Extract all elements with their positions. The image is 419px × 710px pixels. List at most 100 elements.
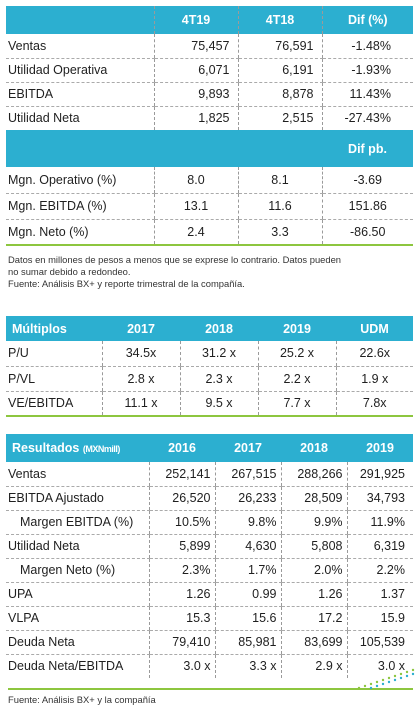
cell-4t19: 75,457	[153, 34, 238, 59]
cell-2017: 26,233	[214, 486, 281, 511]
header-2018: 2018	[180, 316, 258, 341]
cell-2017: 3.3 x	[214, 654, 281, 678]
row-label: VLPA	[6, 606, 149, 631]
table-row: Utilidad Operativa 6,071 6,191 -1.93%	[6, 58, 413, 83]
table-header-row: 4T19 4T18 Dif (%)	[6, 6, 413, 34]
cell-2017: 11.1 x	[101, 391, 180, 417]
row-label: VE/EBITDA	[6, 391, 102, 417]
header-4t18: 4T18	[237, 6, 322, 34]
header-4t19: 4T19	[153, 6, 238, 34]
cell-4t18: 3.3	[237, 219, 322, 246]
cell-4t19: 9,893	[153, 82, 238, 107]
cell-2019: 25.2 x	[257, 341, 336, 367]
annual-results-table: Resultados (MXNmill) 2016 2017 2018 2019…	[6, 434, 413, 678]
row-label: Utilidad Neta	[6, 534, 149, 559]
cell-udm: 1.9 x	[335, 366, 413, 392]
row-label: EBITDA Ajustado	[6, 486, 149, 511]
cell-4t19: 8.0	[153, 167, 238, 194]
cell-dif: -1.48%	[321, 34, 413, 59]
footer-source: Fuente: Análisis BX+ y la compañía	[8, 694, 156, 705]
cell-2017: 4,630	[214, 534, 281, 559]
table-row: Deuda Neta 79,410 85,981 83,699 105,539	[6, 630, 413, 655]
header-empty-cell	[6, 6, 154, 34]
footer-rule	[8, 688, 413, 690]
cell-2016: 10.5%	[148, 510, 215, 535]
cell-2017: 2.8 x	[101, 366, 180, 392]
cell-2016: 3.0 x	[148, 654, 215, 678]
cell-4t18: 11.6	[237, 193, 322, 220]
header-2016: 2016	[149, 434, 215, 462]
row-label: Ventas	[6, 34, 154, 59]
cell-2019: 6,319	[346, 534, 413, 559]
cell-4t19: 1,825	[153, 106, 238, 130]
row-label: Margen Neto (%)	[6, 558, 149, 583]
results-table-section: Resultados (MXNmill) 2016 2017 2018 2019…	[6, 434, 413, 678]
header-2017: 2017	[215, 434, 281, 462]
multiples-table: Múltiplos 2017 2018 2019 UDM P/U 34.5x 3…	[6, 316, 413, 417]
table-row: Mgn. Operativo (%) 8.0 8.1 -3.69	[6, 167, 413, 194]
cell-dif: -27.43%	[321, 106, 413, 130]
results-unit: (MXNmill)	[82, 444, 121, 454]
header-multiplos: Múltiplos	[6, 316, 102, 341]
subheader-empty-cell	[238, 130, 322, 167]
table-row: Utilidad Neta 1,825 2,515 -27.43%	[6, 106, 413, 130]
cell-2018: 9.9%	[280, 510, 347, 535]
cell-2017: 85,981	[214, 630, 281, 655]
cell-2018: 5,808	[280, 534, 347, 559]
header-2019: 2019	[347, 434, 413, 462]
header-resultados: Resultados (MXNmill)	[6, 434, 149, 462]
cell-2019: 7.7 x	[257, 391, 336, 417]
header-2017: 2017	[102, 316, 180, 341]
cell-dif-pb: -3.69	[321, 167, 413, 194]
cell-2016: 252,141	[148, 462, 215, 487]
row-label: P/U	[6, 341, 102, 367]
cell-2018: 2.0%	[280, 558, 347, 583]
cell-4t19: 13.1	[153, 193, 238, 220]
cell-udm: 7.8x	[335, 391, 413, 417]
row-label: Utilidad Operativa	[6, 58, 154, 83]
cell-4t19: 6,071	[153, 58, 238, 83]
table-row: Margen Neto (%) 2.3% 1.7% 2.0% 2.2%	[6, 558, 413, 583]
table-row: EBITDA 9,893 8,878 11.43%	[6, 82, 413, 107]
cell-2018: 288,266	[280, 462, 347, 487]
cell-2016: 15.3	[148, 606, 215, 631]
table-row: P/U 34.5x 31.2 x 25.2 x 22.6x	[6, 341, 413, 367]
cell-dif: 11.43%	[321, 82, 413, 107]
table-row: Margen EBITDA (%) 10.5% 9.8% 9.9% 11.9%	[6, 510, 413, 535]
cell-2018: 83,699	[280, 630, 347, 655]
note-line: no sumar debido a redondeo.	[8, 266, 131, 277]
margin-header-row: Dif pb.	[6, 130, 413, 167]
row-label: Ventas	[6, 462, 149, 487]
summary-table-section: 4T19 4T18 Dif (%) Ventas 75,457 76,591 -…	[6, 6, 413, 246]
header-dif-pct: Dif (%)	[321, 6, 413, 34]
quarterly-results-table: 4T19 4T18 Dif (%) Ventas 75,457 76,591 -…	[6, 6, 413, 246]
cell-2016: 1.26	[148, 582, 215, 607]
header-2018: 2018	[281, 434, 347, 462]
table-row: VLPA 15.3 15.6 17.2 15.9	[6, 606, 413, 631]
cell-2018: 28,509	[280, 486, 347, 511]
cell-2019: 15.9	[346, 606, 413, 631]
cell-4t18: 8,878	[237, 82, 322, 107]
multiples-table-section: Múltiplos 2017 2018 2019 UDM P/U 34.5x 3…	[6, 316, 413, 417]
row-label: P/VL	[6, 366, 102, 392]
row-label: Mgn. EBITDA (%)	[6, 193, 154, 220]
cell-2017: 0.99	[214, 582, 281, 607]
table-row: UPA 1.26 0.99 1.26 1.37	[6, 582, 413, 607]
cell-dif-pb: -86.50	[321, 219, 413, 246]
cell-dif: -1.93%	[321, 58, 413, 83]
cell-4t18: 8.1	[237, 167, 322, 194]
table-row: Ventas 75,457 76,591 -1.48%	[6, 34, 413, 59]
cell-2016: 26,520	[148, 486, 215, 511]
results-title: Resultados	[12, 441, 80, 455]
table-row: Ventas 252,141 267,515 288,266 291,925	[6, 462, 413, 487]
header-udm: UDM	[336, 316, 413, 341]
cell-2017: 34.5x	[101, 341, 180, 367]
cell-2018: 31.2 x	[179, 341, 258, 367]
table-row: Deuda Neta/EBITDA 3.0 x 3.3 x 2.9 x 3.0 …	[6, 654, 413, 678]
source-line: Fuente: Análisis BX+ y reporte trimestra…	[8, 278, 245, 289]
row-label: Deuda Neta	[6, 630, 149, 655]
row-label: Mgn. Operativo (%)	[6, 167, 154, 194]
row-label: Utilidad Neta	[8, 111, 80, 126]
row-label: Margen EBITDA (%)	[6, 510, 149, 535]
cell-2016: 79,410	[148, 630, 215, 655]
